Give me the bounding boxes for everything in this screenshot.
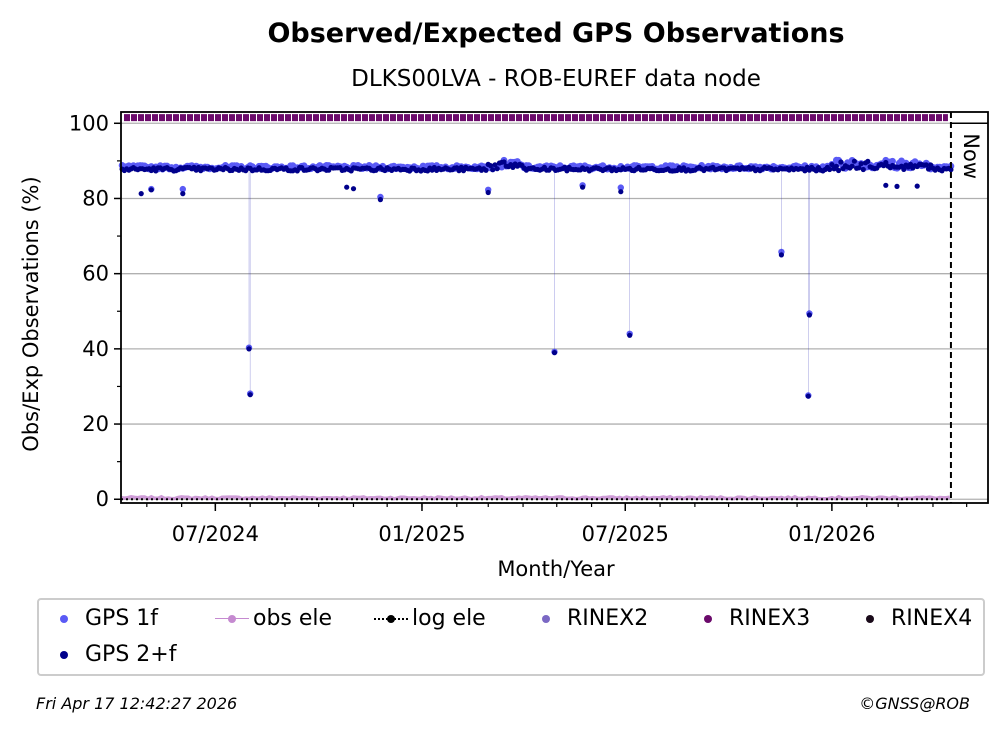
data-point (829, 162, 835, 168)
data-point (492, 162, 498, 168)
data-point (851, 158, 858, 164)
legend-marker-log-ele (387, 614, 395, 623)
data-point (148, 187, 154, 193)
legend-item-gps-2f: GPS 2+f (47, 642, 176, 667)
footer-timestamp: Fri Apr 17 12:42:27 2026 (36, 694, 238, 713)
data-point (483, 167, 489, 173)
legend-label-rinex3: RINEX3 (729, 606, 811, 631)
series-gps-1f (118, 156, 955, 399)
data-point (487, 163, 494, 169)
data-point (856, 165, 862, 171)
data-point (551, 350, 558, 356)
chart-title: Observed/Expected GPS Observations (267, 18, 844, 49)
x-tick-label: 07/2024 (172, 522, 259, 546)
legend-marker-gps-1f (60, 614, 68, 623)
x-axis-label: Month/Year (497, 557, 615, 581)
data-point (838, 159, 844, 165)
y-tick-label: 100 (69, 111, 109, 135)
data-point (350, 186, 357, 192)
data-point (805, 393, 811, 399)
data-point (490, 167, 496, 173)
y-tick-label: 80 (82, 186, 109, 210)
legend-marker-rinex4 (866, 614, 874, 623)
data-point (833, 163, 840, 169)
legend-item-rinex2: RINEX2 (529, 606, 648, 631)
y-tick-label: 0 (96, 487, 109, 511)
plot-area (118, 112, 988, 503)
data-point (914, 183, 920, 189)
data-point (618, 189, 624, 195)
data-point (894, 183, 900, 189)
y-tick-label: 40 (82, 337, 109, 361)
data-point (179, 185, 186, 193)
footer-credit: ©GNSS@ROB (859, 694, 970, 713)
data-point (138, 191, 144, 197)
y-tick-label: 60 (82, 262, 109, 286)
legend-marker-rinex3 (704, 614, 712, 623)
data-point (247, 392, 253, 398)
axis-ticks: 0 20 40 60 80 100 07/2024 01/2025 07/2025 01/2026 (69, 111, 968, 546)
data-point (485, 189, 491, 196)
legend-item-obs-ele: obs ele (215, 606, 332, 631)
data-point (836, 167, 842, 174)
data-point (901, 166, 907, 172)
x-tick-label: 07/2025 (582, 522, 669, 546)
legend-label-rinex4: RINEX4 (891, 606, 973, 631)
data-point (180, 191, 186, 197)
data-point (806, 312, 813, 318)
data-point (627, 332, 633, 338)
legend-marker-gps-2f (60, 650, 68, 659)
data-point (923, 162, 929, 168)
legend-item-gps-1f: GPS 1f (47, 606, 158, 631)
legend-marker-rinex2 (542, 614, 550, 623)
now-label: Now (959, 133, 983, 179)
data-point (494, 166, 500, 172)
legend: GPS 1f obs ele log ele RINEX2 RINEX3 RIN… (37, 598, 985, 676)
series-gps-2-f (119, 158, 954, 399)
data-point (860, 166, 866, 173)
data-point (858, 161, 864, 167)
legend-label-gps-2f: GPS 2+f (85, 642, 177, 667)
data-point (580, 184, 586, 190)
x-tick-label: 01/2025 (378, 522, 465, 546)
legend-item-rinex4: RINEX4 (853, 606, 972, 631)
plot-frame (120, 111, 989, 504)
legend-label-rinex2: RINEX2 (567, 606, 649, 631)
chart-subtitle: DLKS00LVA - ROB-EUREF data node (351, 66, 761, 92)
data-point (849, 163, 855, 169)
data-point (925, 166, 932, 172)
data-point (865, 158, 871, 164)
legend-label-log-ele: log ele (412, 606, 486, 631)
x-tick-label: 01/2026 (788, 522, 875, 546)
data-point (778, 252, 785, 258)
y-axis-label: Obs/Exp Observations (%) (19, 176, 43, 451)
obs-ele-line (120, 494, 951, 501)
chart-canvas: Observed/Expected GPS Observations DLKS0… (19, 18, 989, 581)
data-point (501, 159, 507, 165)
data-point (246, 346, 252, 352)
data-point (377, 197, 383, 203)
data-point (883, 182, 889, 188)
data-point (617, 184, 624, 191)
data-point (827, 166, 833, 173)
data-point (344, 184, 350, 190)
data-point (948, 167, 954, 173)
legend-item-rinex3: RINEX3 (691, 606, 810, 631)
legend-item-log-ele: log ele (374, 606, 486, 631)
data-point (889, 157, 896, 165)
legend-marker-obs-ele (228, 614, 236, 623)
y-tick-label: 20 (82, 412, 109, 436)
legend-label-gps-1f: GPS 1f (85, 606, 159, 631)
legend-label-obs-ele: obs ele (253, 606, 333, 631)
